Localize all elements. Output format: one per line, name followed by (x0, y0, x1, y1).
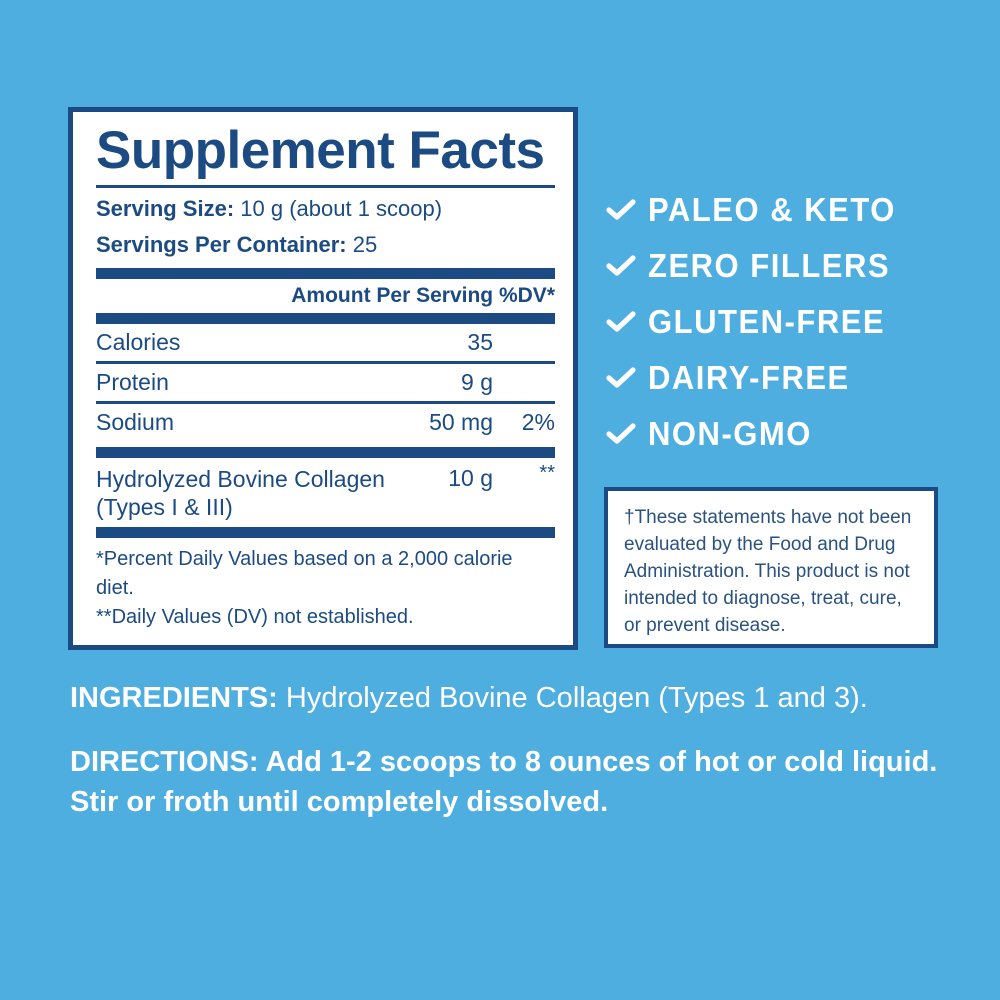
table-row: Sodium 50 mg 2% (96, 401, 555, 442)
panel-title: Supplement Facts (96, 121, 545, 180)
row-dv: 2% (493, 401, 555, 442)
table-row: Calories 35 (96, 324, 555, 363)
footnote-percent-daily-values: *Percent Daily Values based on a 2,000 c… (96, 548, 513, 600)
servings-per-container-line: Servings Per Container: 25 (96, 230, 555, 259)
product-claims-list: PALEO & KETO ZERO FILLERS GLUTEN-FREE DA… (606, 182, 966, 462)
row-dv (493, 324, 555, 363)
collagen-row: Hydrolyzed Bovine Collagen (Types I & II… (96, 458, 555, 521)
serving-size-value: 10 g (about 1 scoop) (240, 196, 443, 222)
check-icon (606, 254, 648, 278)
row-amount: 50 mg (343, 401, 493, 442)
list-item: NON-GMO (606, 406, 966, 462)
fda-disclaimer-text: †These statements have not been evaluate… (624, 507, 912, 636)
ingredients-value: Hydrolyzed Bovine Collagen (Types 1 and … (277, 682, 868, 714)
footnote-dv-not-established: **Daily Values (DV) not established. (96, 606, 414, 629)
claim-label: DAIRY-FREE (648, 359, 850, 396)
row-dv (493, 361, 555, 403)
ingredients-label: INGREDIENTS: (70, 682, 278, 714)
ingredient-bar-top (96, 447, 555, 459)
row-amount: 9 g (343, 361, 493, 403)
serving-size-label: Serving Size: (96, 196, 235, 222)
claim-label: ZERO FILLERS (648, 247, 891, 284)
list-item: GLUTEN-FREE (606, 294, 966, 350)
ingredient-bar-bottom (96, 527, 555, 539)
bottom-copy: INGREDIENTS: Hydrolyzed Bovine Collagen … (70, 678, 950, 822)
footnotes: *Percent Daily Values based on a 2,000 c… (96, 538, 555, 632)
row-amount: 35 (467, 329, 493, 356)
collagen-name-line1: Hydrolyzed Bovine Collagen (96, 466, 385, 493)
header-bar-top (96, 268, 555, 280)
supplement-facts-content: Supplement Facts Serving Size: 10 g (abo… (96, 122, 555, 632)
directions-line: DIRECTIONS: Add 1-2 scoops to 8 ounces o… (70, 746, 938, 819)
ingredients-line: INGREDIENTS: Hydrolyzed Bovine Collagen … (70, 678, 950, 718)
check-icon (606, 366, 648, 390)
collagen-amount: 10 g (448, 465, 493, 492)
servings-per-container-value: 25 (352, 231, 378, 257)
check-icon (606, 422, 648, 446)
serving-size-line: Serving Size: 10 g (about 1 scoop) (96, 194, 555, 223)
check-icon (606, 198, 648, 222)
list-item: ZERO FILLERS (606, 238, 966, 294)
list-item: DAIRY-FREE (606, 350, 966, 406)
claim-label: GLUTEN-FREE (648, 303, 886, 340)
list-item: PALEO & KETO (606, 182, 966, 238)
title-underline (96, 185, 555, 189)
row-name: Sodium (96, 401, 343, 442)
collagen-name: Hydrolyzed Bovine Collagen (Types I & II… (96, 465, 388, 521)
check-icon (606, 310, 648, 334)
row-name: Calories (96, 329, 181, 356)
claim-label: PALEO & KETO (648, 191, 896, 228)
amount-per-serving-header: Amount Per Serving %DV* (291, 284, 555, 308)
collagen-name-line2: (Types I & III) (96, 494, 233, 521)
servings-per-container-label: Servings Per Container: (96, 231, 347, 257)
serving-info: Serving Size: 10 g (about 1 scoop) Servi… (96, 194, 555, 259)
fda-disclaimer-box: †These statements have not been evaluate… (604, 487, 938, 648)
row-name: Protein (96, 361, 343, 403)
supplement-facts-panel: Supplement Facts Serving Size: 10 g (abo… (68, 107, 578, 650)
table-row: Protein 9 g (96, 361, 555, 403)
claim-label: NON-GMO (648, 415, 812, 452)
collagen-dv: ** (539, 462, 555, 485)
nutrition-table: Calories 35 Protein 9 g Sodium 50 mg 2% (96, 324, 555, 442)
header-bar-bottom (96, 313, 555, 325)
